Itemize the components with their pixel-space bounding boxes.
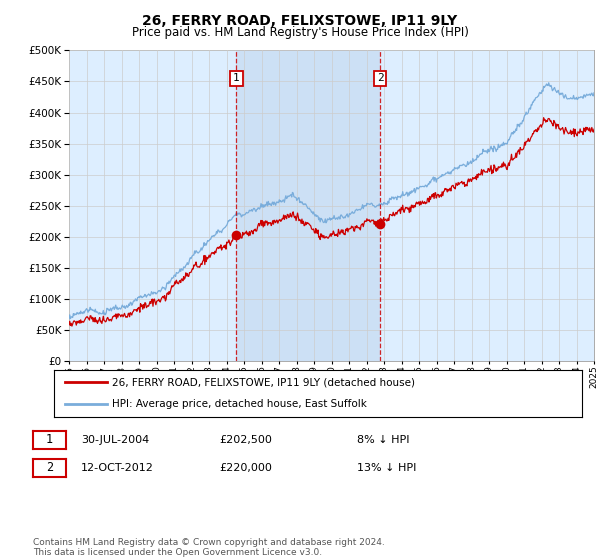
Text: £220,000: £220,000	[219, 463, 272, 473]
Text: Contains HM Land Registry data © Crown copyright and database right 2024.
This d: Contains HM Land Registry data © Crown c…	[33, 538, 385, 557]
Text: 26, FERRY ROAD, FELIXSTOWE, IP11 9LY: 26, FERRY ROAD, FELIXSTOWE, IP11 9LY	[142, 14, 458, 28]
Text: 13% ↓ HPI: 13% ↓ HPI	[357, 463, 416, 473]
Text: 1: 1	[46, 433, 53, 446]
Text: 2: 2	[46, 461, 53, 474]
Text: 26, FERRY ROAD, FELIXSTOWE, IP11 9LY (detached house): 26, FERRY ROAD, FELIXSTOWE, IP11 9LY (de…	[112, 377, 415, 388]
Text: 2: 2	[377, 73, 383, 83]
Text: Price paid vs. HM Land Registry's House Price Index (HPI): Price paid vs. HM Land Registry's House …	[131, 26, 469, 39]
Bar	[236, 50, 380, 361]
Text: HPI: Average price, detached house, East Suffolk: HPI: Average price, detached house, East…	[112, 399, 367, 409]
Text: 1: 1	[233, 73, 240, 83]
Text: 30-JUL-2004: 30-JUL-2004	[81, 435, 149, 445]
Text: 8% ↓ HPI: 8% ↓ HPI	[357, 435, 409, 445]
Text: £202,500: £202,500	[219, 435, 272, 445]
Text: 12-OCT-2012: 12-OCT-2012	[81, 463, 154, 473]
